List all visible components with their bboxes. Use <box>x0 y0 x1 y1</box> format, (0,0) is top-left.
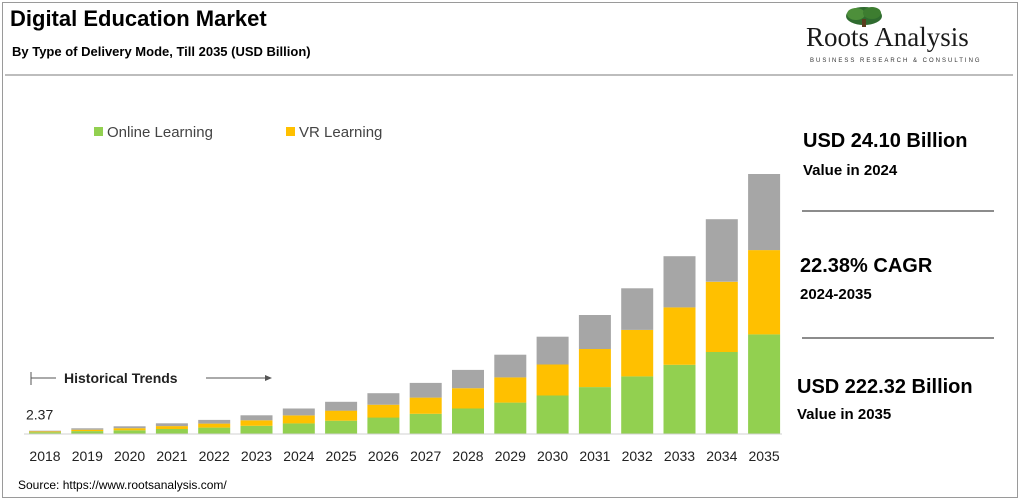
bar-2029-series-0 <box>494 402 527 434</box>
x-tick-label-2029: 2029 <box>495 448 526 464</box>
bar-2023-series-1 <box>240 420 273 426</box>
bar-2028-series-1 <box>452 388 484 409</box>
bar-2020-series-0 <box>113 430 146 434</box>
bar-2029-series-2 <box>494 354 527 378</box>
x-tick-label-2031: 2031 <box>579 448 610 464</box>
bar-2027-series-0 <box>409 413 442 434</box>
chart-title: Digital Education Market <box>10 6 267 31</box>
bar-2024-series-0 <box>282 423 315 434</box>
bar-2026-series-1 <box>367 404 400 418</box>
legend-vr: VR Learning <box>286 124 382 141</box>
x-tick-label-2020: 2020 <box>114 448 145 464</box>
legend-label-vr: VR Learning <box>299 124 383 141</box>
bar-2025-series-2 <box>325 401 358 411</box>
bar-2030-series-0 <box>536 395 569 434</box>
x-tick-label-2026: 2026 <box>368 448 399 464</box>
bar-2030-series-1 <box>536 364 569 396</box>
bar-2021-series-2 <box>155 423 188 427</box>
logo-name: Roots Analysis <box>806 22 969 52</box>
legend-online: Online Learning <box>94 124 213 141</box>
bar-2029-series-1 <box>494 377 527 403</box>
bar-2034-series-1 <box>705 281 738 352</box>
stat-divider-2 <box>802 337 994 339</box>
bar-2033-series-0 <box>663 364 696 434</box>
logo-tagline: BUSINESS RESEARCH & CONSULTING <box>810 58 982 64</box>
x-tick-label-2030: 2030 <box>537 448 568 464</box>
bar-2022-series-0 <box>198 427 231 434</box>
stat-value-2035-label: Value in 2035 <box>797 406 892 423</box>
bar-2028-series-2 <box>452 369 484 389</box>
x-tick-label-2032: 2032 <box>622 448 653 464</box>
bar-2031-series-2 <box>578 315 611 349</box>
x-tick-label-2021: 2021 <box>156 448 187 464</box>
stat-cagr: 22.38% CAGR <box>800 255 933 277</box>
bar-2018-series-2 <box>29 430 61 432</box>
bar-2026-series-0 <box>367 417 400 434</box>
x-tick-label-2023: 2023 <box>241 448 272 464</box>
x-tick-label-2022: 2022 <box>199 448 230 464</box>
bar-2023-series-0 <box>240 425 273 434</box>
bar-2025-series-1 <box>325 410 358 421</box>
bar-2032-series-1 <box>621 329 654 377</box>
source-note: Source: https://www.rootsanalysis.com/ <box>18 478 227 492</box>
bar-2019-series-1 <box>71 429 104 432</box>
x-tick-label-2025: 2025 <box>326 448 357 464</box>
legend-swatch-online <box>94 127 103 136</box>
bar-2035-series-1 <box>748 250 781 335</box>
bar-2026-series-2 <box>367 393 400 405</box>
bar-2034-series-0 <box>705 351 738 434</box>
bar-2020-series-2 <box>113 426 146 429</box>
stat-value-2024: USD 24.10 Billion <box>803 130 968 152</box>
bar-2022-series-2 <box>198 419 231 424</box>
stat-cagr-period: 2024-2035 <box>800 286 872 303</box>
bar-2022-series-1 <box>198 423 231 428</box>
bar-2031-series-0 <box>578 387 611 434</box>
bar-2024-series-1 <box>282 415 315 424</box>
bar-2020-series-1 <box>113 428 146 431</box>
historical-trends-label: Historical Trends <box>64 370 178 386</box>
bar-2034-series-2 <box>705 219 738 282</box>
bar-2031-series-1 <box>578 349 611 388</box>
x-tick-label-2028: 2028 <box>452 448 483 464</box>
legend-swatch-vr <box>286 127 295 136</box>
chart-subtitle: By Type of Delivery Mode, Till 2035 (USD… <box>12 44 311 59</box>
stat-value-2035: USD 222.32 Billion <box>797 376 973 398</box>
bar-2030-series-2 <box>536 336 569 365</box>
x-tick-label-2035: 2035 <box>749 448 780 464</box>
data-label-2018: 2.37 <box>26 407 53 423</box>
bar-2032-series-2 <box>621 288 654 330</box>
bar-2027-series-1 <box>409 397 442 414</box>
header-divider <box>5 74 1013 76</box>
historical-trends-arrow-icon <box>265 375 272 381</box>
bar-2032-series-0 <box>621 376 654 434</box>
bar-2025-series-0 <box>325 420 358 434</box>
bar-2027-series-2 <box>409 382 442 398</box>
stat-divider-1 <box>802 210 994 212</box>
x-tick-label-2027: 2027 <box>410 448 441 464</box>
bar-2024-series-2 <box>282 408 315 416</box>
bar-2033-series-1 <box>663 307 696 365</box>
x-tick-label-2034: 2034 <box>706 448 737 464</box>
x-tick-label-2024: 2024 <box>283 448 314 464</box>
x-tick-label-2033: 2033 <box>664 448 695 464</box>
bar-2019-series-2 <box>71 428 104 430</box>
legend-label-online: Online Learning <box>107 124 213 141</box>
bar-2028-series-0 <box>452 408 484 434</box>
bar-2019-series-0 <box>71 431 104 434</box>
bar-2033-series-2 <box>663 256 696 308</box>
bar-2035-series-2 <box>748 174 781 251</box>
bar-2018-series-1 <box>29 431 61 433</box>
bar-2023-series-2 <box>240 415 273 421</box>
bar-2021-series-1 <box>155 426 188 429</box>
bar-2035-series-0 <box>748 334 781 434</box>
tree-logo-icon <box>846 7 882 27</box>
x-tick-label-2019: 2019 <box>72 448 103 464</box>
stat-value-2024-label: Value in 2024 <box>803 162 898 179</box>
chart-frame <box>2 2 1018 498</box>
bar-2018-series-0 <box>29 432 61 434</box>
x-tick-label-2018: 2018 <box>29 448 60 464</box>
bar-2021-series-0 <box>155 429 188 434</box>
